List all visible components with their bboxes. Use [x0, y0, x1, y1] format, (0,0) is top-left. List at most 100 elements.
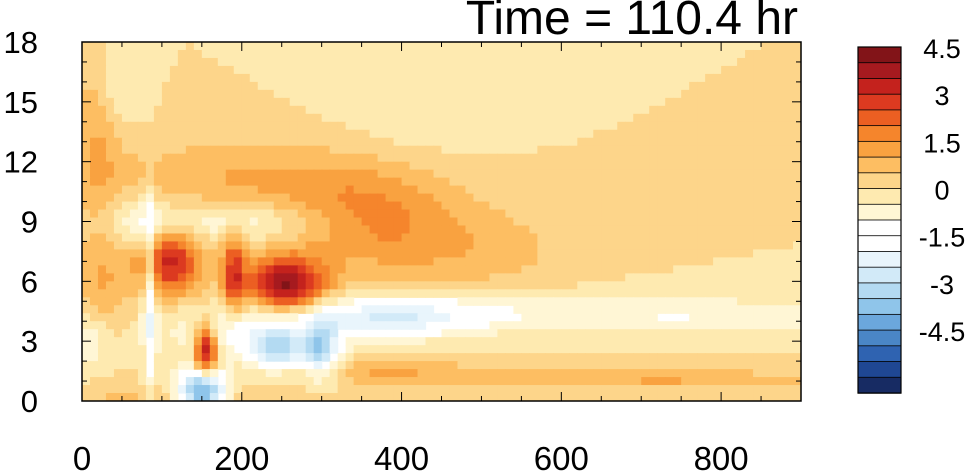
heatmap-cell [513, 345, 522, 354]
heatmap-cell [249, 49, 259, 59]
heatmap-cell [601, 121, 610, 131]
heatmap-cell [785, 233, 794, 243]
heatmap-cell [681, 377, 690, 386]
heatmap-cell [785, 377, 794, 386]
heatmap-cell [209, 57, 219, 67]
heatmap-cell [129, 305, 139, 314]
heatmap-cell [601, 289, 610, 298]
heatmap-cell [257, 161, 267, 171]
heatmap-cell [273, 129, 283, 139]
heatmap-cell [585, 161, 594, 171]
heatmap-cell [585, 209, 594, 219]
heatmap-cell [521, 281, 530, 290]
heatmap-cell [217, 161, 227, 171]
heatmap-cell [713, 113, 722, 123]
heatmap-cell [433, 65, 443, 75]
heatmap-cell [721, 81, 730, 91]
heatmap-cell [729, 177, 738, 187]
heatmap-cell [273, 57, 283, 67]
heatmap-cell [537, 121, 546, 131]
heatmap-cell [241, 89, 251, 99]
heatmap-cell [417, 313, 427, 322]
heatmap-cell [769, 233, 778, 243]
heatmap-cell [161, 169, 171, 179]
heatmap-cell [82, 153, 91, 163]
heatmap-cell [201, 321, 211, 330]
heatmap-cell [425, 177, 435, 187]
heatmap-cell [649, 377, 658, 386]
heatmap-cell [137, 361, 147, 370]
heatmap-cell [121, 153, 131, 163]
heatmap-cell [737, 273, 746, 282]
heatmap-cell [82, 305, 91, 314]
heatmap-cell [457, 233, 467, 243]
colorbar-swatch [857, 313, 902, 331]
heatmap-cell [577, 89, 586, 99]
heatmap-cell [593, 57, 602, 67]
heatmap-cell [321, 177, 331, 187]
heatmap-cell [465, 65, 475, 75]
heatmap-cell [241, 42, 251, 51]
heatmap-cell [473, 42, 483, 51]
heatmap-cell [89, 153, 99, 163]
heatmap-cell [617, 49, 626, 59]
heatmap-cell [665, 177, 674, 187]
heatmap-cell [273, 49, 283, 59]
heatmap-cell [785, 89, 794, 99]
heatmap-cell [489, 241, 499, 251]
heatmap-cell [553, 137, 562, 147]
heatmap-cell [633, 385, 642, 394]
heatmap-cell [241, 129, 251, 139]
heatmap-cell [713, 361, 722, 370]
heatmap-cell [737, 353, 746, 362]
heatmap-cell [97, 121, 107, 131]
heatmap-cell [289, 129, 299, 139]
heatmap-cell [569, 281, 578, 290]
heatmap-cell [449, 281, 459, 290]
heatmap-cell [225, 201, 235, 211]
heatmap-cell [281, 249, 291, 258]
heatmap-cell [369, 73, 379, 83]
heatmap-cell [681, 137, 690, 147]
heatmap-cell [329, 113, 339, 123]
heatmap-cell [497, 201, 507, 211]
heatmap-cell [713, 42, 722, 51]
heatmap-cell [665, 49, 674, 59]
heatmap-cell [569, 321, 578, 330]
heatmap-cell [401, 121, 411, 131]
heatmap-cell [393, 193, 403, 203]
heatmap-cell [409, 393, 419, 401]
heatmap-cell [521, 329, 530, 338]
heatmap-cell [345, 89, 355, 99]
heatmap-cell [593, 153, 602, 163]
heatmap-cell [705, 169, 714, 179]
heatmap-cell [305, 353, 315, 362]
heatmap-cell [97, 57, 107, 67]
heatmap-cell [641, 49, 650, 59]
heatmap-cell [705, 265, 714, 274]
heatmap-cell [449, 145, 459, 155]
heatmap-cell [393, 233, 403, 243]
heatmap-cell [609, 225, 618, 235]
heatmap-cell [409, 225, 419, 235]
heatmap-cell [521, 377, 530, 386]
heatmap-cell [617, 209, 626, 219]
heatmap-cell [569, 49, 578, 59]
heatmap-cell [249, 225, 259, 235]
heatmap-cell [321, 289, 331, 298]
heatmap-cell [385, 57, 395, 67]
heatmap-cell [129, 265, 139, 274]
heatmap-cell [545, 305, 554, 314]
heatmap-cell [793, 145, 801, 155]
heatmap-cell [609, 129, 618, 139]
heatmap-cell [217, 169, 227, 179]
heatmap-cell [753, 241, 762, 251]
heatmap-cell [297, 209, 307, 219]
heatmap-cell [97, 201, 107, 211]
x-tick-label: 600 [534, 440, 589, 473]
heatmap-cell [457, 65, 467, 75]
heatmap-cell [649, 305, 658, 314]
heatmap-cell [545, 265, 554, 274]
heatmap-cell [641, 233, 650, 243]
colorbar-swatch [857, 62, 902, 80]
